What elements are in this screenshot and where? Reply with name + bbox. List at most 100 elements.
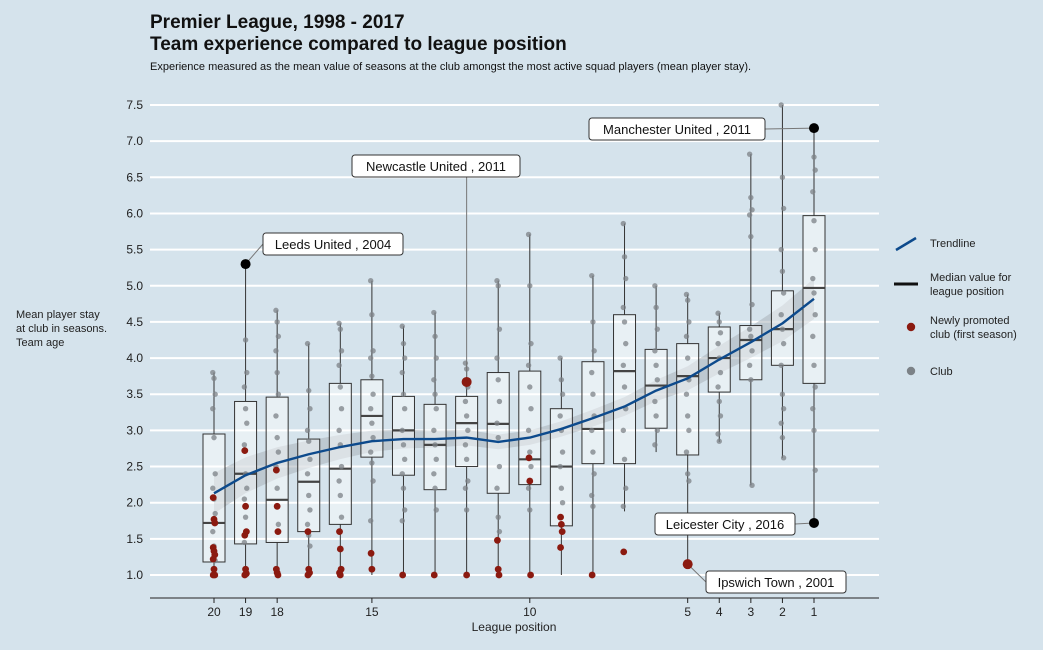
club-point [367, 278, 374, 284]
club-point [367, 355, 374, 361]
promoted-point [588, 571, 596, 579]
club-point [274, 485, 280, 491]
club-point [212, 510, 218, 517]
annotation-leader [764, 127, 815, 130]
annotation-point [809, 123, 819, 134]
club-point [463, 413, 470, 419]
promoted-point [336, 571, 344, 579]
club-point [779, 391, 786, 397]
club-point [496, 463, 503, 470]
club-point [620, 220, 627, 227]
club-point [778, 246, 784, 253]
club-point [623, 275, 629, 282]
annotation-label: Ipswich Town , 2001 [718, 575, 835, 590]
promoted-point [430, 571, 438, 579]
club-point [241, 442, 248, 448]
y-tick-label: 6.5 [126, 170, 143, 184]
club-point [306, 438, 312, 444]
club-point [559, 391, 566, 397]
annotation-box [588, 117, 766, 141]
club-point [589, 369, 595, 376]
club-point [367, 518, 374, 524]
club-point [810, 405, 816, 412]
club-point [780, 405, 787, 412]
legend-label: Trendline [930, 238, 975, 250]
promoted-point [399, 571, 407, 579]
club-point [370, 391, 376, 397]
club-point [212, 391, 218, 397]
club-point [559, 449, 566, 455]
club-point [338, 348, 345, 354]
club-point [275, 521, 282, 528]
x-tick-label: 4 [716, 605, 723, 619]
club-point [527, 283, 533, 289]
club-point [336, 362, 342, 369]
club-point [399, 518, 405, 524]
club-point [684, 471, 691, 477]
x-tick-label: 5 [684, 605, 691, 619]
club-point [716, 398, 722, 405]
club-point [241, 384, 248, 390]
boxes [202, 105, 826, 575]
promoted-point [367, 549, 375, 557]
y-tick-label: 2.5 [126, 460, 143, 474]
club-point [401, 456, 408, 463]
legend-label-line: league position [930, 286, 1004, 298]
data-points [209, 102, 818, 579]
x-tick-label: 15 [365, 605, 379, 619]
legend-label-line: Trendline [930, 238, 975, 250]
club-point [746, 362, 753, 369]
club-point [716, 319, 722, 325]
promoted-point [209, 555, 217, 563]
club-point [684, 355, 691, 361]
club-point [369, 373, 375, 379]
club-point [653, 362, 659, 369]
club-point [242, 405, 249, 412]
club-point [778, 420, 784, 426]
club-point [621, 384, 628, 390]
y-tick-label: 4.0 [126, 351, 143, 365]
annotations: Manchester United , 2011 Newcastle United… [240, 117, 847, 594]
y-tick-label: 7.5 [126, 98, 143, 112]
club-point [780, 455, 787, 461]
club-point [431, 471, 437, 477]
club-point [241, 539, 248, 546]
club-point [210, 405, 216, 412]
promoted-point [274, 528, 282, 536]
club-point [433, 507, 439, 513]
annotation-box [262, 232, 404, 256]
club-point [338, 463, 345, 470]
club-point [684, 297, 691, 303]
annotation-point [461, 376, 472, 387]
promoted-point [494, 536, 501, 544]
club-point [274, 369, 280, 376]
club-point [557, 355, 563, 361]
club-point [746, 326, 753, 332]
club-point [811, 290, 817, 296]
club-point [558, 377, 565, 383]
club-point [400, 340, 407, 347]
club-point [527, 384, 533, 390]
grid-lines [150, 104, 879, 576]
club-point [654, 377, 661, 383]
club-point [210, 528, 216, 535]
legend-dot-swatch [906, 366, 916, 376]
promoted-point [526, 477, 534, 485]
club-point [525, 362, 532, 369]
club-point [590, 503, 596, 510]
legend-label-line: Newly promoted [930, 315, 1009, 327]
club-point [528, 340, 534, 347]
promoted-point [558, 528, 566, 536]
club-point [399, 323, 405, 329]
club-point [494, 355, 500, 361]
club-point [211, 434, 217, 441]
x-axis-label: League position [472, 620, 557, 634]
club-point [273, 348, 279, 354]
club-point [749, 301, 755, 308]
chart-subtitle: Experience measured as the mean value of… [150, 61, 752, 73]
club-point [336, 320, 342, 327]
club-point [525, 485, 532, 491]
promoted-point [209, 571, 217, 579]
club-point [496, 326, 503, 332]
club-point [369, 460, 375, 466]
